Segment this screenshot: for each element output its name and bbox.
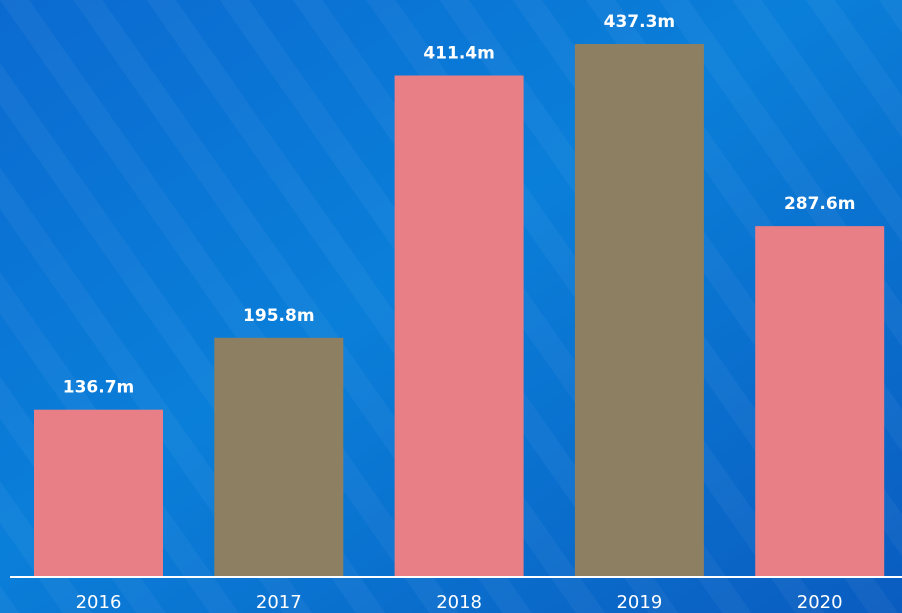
bar (394, 75, 524, 577)
bar (755, 226, 885, 576)
x-tick-label: 2017 (256, 592, 302, 613)
value-label: 437.3m (604, 12, 676, 32)
bar (574, 44, 704, 576)
bar (34, 409, 163, 576)
x-tick-label: 2016 (76, 592, 122, 613)
value-label: 136.7m (63, 378, 135, 398)
value-label: 411.4m (423, 44, 495, 64)
bar (214, 337, 344, 576)
value-label: 287.6m (784, 194, 856, 214)
x-tick-label: 2020 (797, 592, 843, 613)
x-tick-label: 2019 (616, 592, 662, 613)
x-tick-label: 2018 (436, 592, 482, 613)
value-label: 195.8m (243, 306, 315, 326)
